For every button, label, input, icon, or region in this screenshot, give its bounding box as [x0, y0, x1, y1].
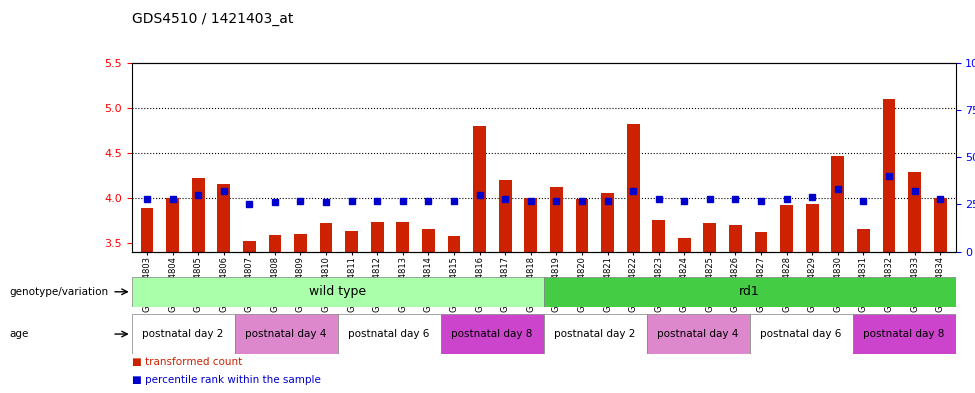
Text: postnatal day 8: postnatal day 8: [863, 329, 945, 339]
Text: postnatal day 2: postnatal day 2: [555, 329, 636, 339]
Bar: [908, 173, 921, 252]
FancyBboxPatch shape: [132, 277, 544, 307]
Text: GDS4510 / 1421403_at: GDS4510 / 1421403_at: [132, 12, 293, 26]
Bar: [217, 184, 230, 252]
Text: postnatal day 6: postnatal day 6: [348, 329, 430, 339]
FancyBboxPatch shape: [441, 314, 544, 354]
Bar: [857, 229, 870, 252]
Bar: [755, 232, 767, 252]
Text: genotype/variation: genotype/variation: [10, 287, 109, 297]
Text: postnatal day 4: postnatal day 4: [657, 329, 739, 339]
Bar: [294, 233, 307, 252]
FancyBboxPatch shape: [132, 314, 235, 354]
Text: postnatal day 4: postnatal day 4: [246, 329, 327, 339]
Bar: [805, 204, 819, 252]
Bar: [575, 199, 588, 252]
Text: rd1: rd1: [739, 285, 760, 298]
Bar: [832, 156, 844, 252]
Bar: [448, 236, 460, 252]
Bar: [192, 178, 205, 252]
Bar: [268, 235, 282, 252]
FancyBboxPatch shape: [544, 314, 646, 354]
Bar: [166, 198, 179, 252]
Text: postnatal day 6: postnatal day 6: [760, 329, 841, 339]
Bar: [345, 231, 358, 252]
Bar: [882, 99, 895, 252]
Text: postnatal day 2: postnatal day 2: [142, 329, 224, 339]
Text: age: age: [10, 329, 29, 339]
Text: ■ percentile rank within the sample: ■ percentile rank within the sample: [132, 375, 321, 385]
Bar: [934, 198, 947, 252]
Bar: [704, 223, 717, 252]
Bar: [780, 205, 793, 252]
Bar: [320, 223, 332, 252]
Bar: [140, 208, 153, 252]
FancyBboxPatch shape: [750, 314, 852, 354]
FancyBboxPatch shape: [235, 314, 337, 354]
Bar: [397, 222, 410, 252]
Bar: [627, 124, 640, 252]
Text: postnatal day 8: postnatal day 8: [451, 329, 532, 339]
Bar: [525, 198, 537, 252]
FancyBboxPatch shape: [544, 277, 956, 307]
FancyBboxPatch shape: [646, 314, 750, 354]
FancyBboxPatch shape: [852, 314, 956, 354]
Bar: [473, 126, 486, 252]
Bar: [602, 193, 614, 252]
Bar: [550, 187, 563, 252]
FancyBboxPatch shape: [337, 314, 441, 354]
Bar: [729, 224, 742, 252]
Bar: [678, 238, 690, 252]
Bar: [370, 222, 383, 252]
Text: wild type: wild type: [309, 285, 367, 298]
Bar: [243, 241, 255, 252]
Bar: [652, 220, 665, 252]
Bar: [499, 180, 512, 252]
Text: ■ transformed count: ■ transformed count: [132, 358, 242, 367]
Bar: [422, 229, 435, 252]
